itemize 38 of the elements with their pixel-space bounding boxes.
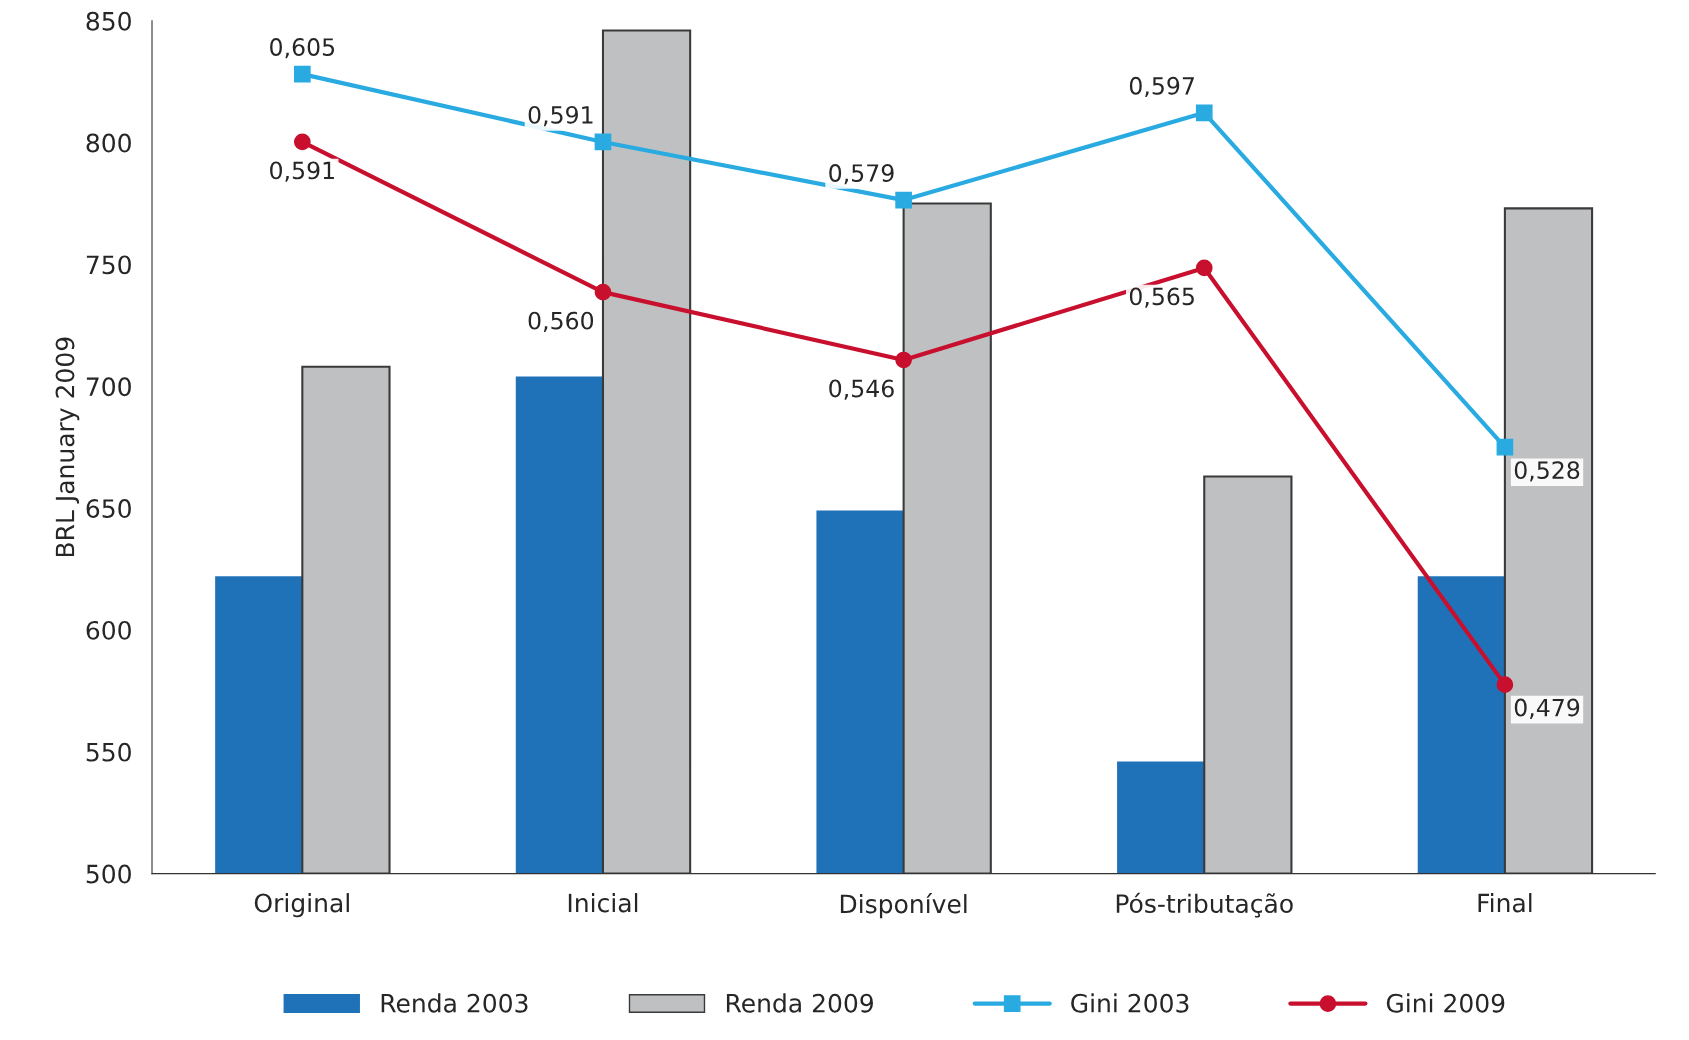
point [895,351,912,369]
y-tick-label: 850 [86,11,131,31]
y-tick-label: 500 [86,864,131,884]
y-axis-title: BRL January 2009 [55,337,80,557]
x-tick-label: Original [254,893,349,918]
point [293,65,311,83]
y-tick-label: 650 [86,499,131,518]
point [1195,104,1213,122]
point [594,283,612,301]
data-label: 0,597 [1129,76,1194,98]
legend-label: Gini 2009 [1386,993,1505,1013]
legend-label: Renda 2003 [381,993,528,1013]
data-label: 0,479 [1514,698,1580,719]
data-label: 0,591 [270,161,334,182]
data-label: 0,546 [829,379,894,400]
y-tick-label: 550 [86,742,131,762]
data-label: 0,605 [270,38,335,59]
point [594,133,612,151]
data-label: 0,560 [528,311,594,332]
y-tick-label: 750 [86,255,131,275]
point [895,191,912,209]
y-tick-label: 800 [86,133,131,153]
data-label: 0,565 [1129,287,1194,308]
data-label: 0,528 [1514,461,1580,482]
point [1496,438,1514,456]
x-tick-label: Pós-tributação [1116,892,1293,918]
x-tick-label: Inicial [568,893,638,913]
point [1496,676,1514,693]
data-label: 0,579 [829,164,894,185]
x-tick-label: Disponível [840,893,967,919]
legend-label: Renda 2009 [726,993,873,1013]
x-tick-label: Final [1478,893,1532,913]
y-tick-label: 600 [86,620,131,640]
data-label: 0,591 [528,105,593,127]
legend-label: Gini 2003 [1071,993,1189,1013]
y-tick-label: 700 [86,377,131,397]
point [293,133,311,151]
point [1195,259,1213,277]
